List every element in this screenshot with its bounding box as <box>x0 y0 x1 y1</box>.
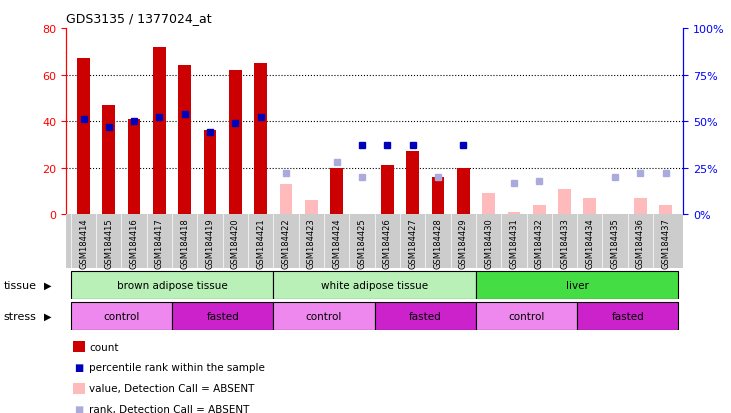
Bar <box>102 106 115 215</box>
Bar <box>273 302 375 330</box>
Bar <box>482 194 495 215</box>
Bar <box>229 71 242 215</box>
Bar <box>280 185 292 215</box>
Bar <box>457 169 469 215</box>
Bar <box>381 166 393 215</box>
Text: count: count <box>89 342 118 352</box>
Text: GSM184435: GSM184435 <box>610 217 620 268</box>
Text: GSM184425: GSM184425 <box>357 217 366 268</box>
Bar <box>583 199 596 215</box>
Bar <box>330 169 343 215</box>
Text: percentile rank within the sample: percentile rank within the sample <box>89 363 265 373</box>
Text: ■: ■ <box>75 363 84 373</box>
Bar <box>577 302 678 330</box>
Bar <box>476 302 577 330</box>
Text: GSM184418: GSM184418 <box>181 217 189 268</box>
Text: GSM184414: GSM184414 <box>79 217 88 268</box>
Bar <box>273 271 476 299</box>
Bar <box>128 119 140 215</box>
Text: GSM184426: GSM184426 <box>383 217 392 268</box>
Bar <box>476 271 678 299</box>
Text: GSM184415: GSM184415 <box>105 217 113 268</box>
Text: rank, Detection Call = ABSENT: rank, Detection Call = ABSENT <box>89 404 249 413</box>
Bar <box>77 59 90 215</box>
Text: GDS3135 / 1377024_at: GDS3135 / 1377024_at <box>66 12 211 25</box>
Text: GSM184433: GSM184433 <box>560 217 569 268</box>
Text: GSM184424: GSM184424 <box>332 217 341 268</box>
Text: value, Detection Call = ABSENT: value, Detection Call = ABSENT <box>89 383 254 393</box>
Text: control: control <box>306 311 342 321</box>
Text: GSM184423: GSM184423 <box>307 217 316 268</box>
Text: control: control <box>103 311 140 321</box>
Text: GSM184431: GSM184431 <box>510 217 518 268</box>
Text: tissue: tissue <box>4 280 37 290</box>
Text: GSM184422: GSM184422 <box>281 217 290 268</box>
Bar <box>71 271 273 299</box>
Text: GSM184428: GSM184428 <box>433 217 442 268</box>
Text: liver: liver <box>566 280 588 290</box>
Text: GSM184430: GSM184430 <box>484 217 493 268</box>
Text: GSM184416: GSM184416 <box>129 217 139 268</box>
Bar <box>533 206 545 215</box>
Bar <box>634 199 647 215</box>
Bar <box>406 152 419 215</box>
Text: white adipose tissue: white adipose tissue <box>321 280 428 290</box>
Bar <box>305 201 318 215</box>
Text: fasted: fasted <box>409 311 442 321</box>
Text: GSM184434: GSM184434 <box>586 217 594 268</box>
Text: GSM184419: GSM184419 <box>205 217 215 268</box>
Bar <box>659 206 672 215</box>
Text: GSM184427: GSM184427 <box>408 217 417 268</box>
Text: stress: stress <box>4 311 37 321</box>
Bar <box>172 302 273 330</box>
Text: ▶: ▶ <box>44 311 51 321</box>
Text: GSM184417: GSM184417 <box>155 217 164 268</box>
Bar <box>431 178 444 215</box>
Text: GSM184437: GSM184437 <box>662 217 670 268</box>
Bar <box>375 302 476 330</box>
Text: GSM184432: GSM184432 <box>534 217 544 268</box>
Bar <box>204 131 216 215</box>
Text: GSM184436: GSM184436 <box>636 217 645 268</box>
Bar <box>71 302 172 330</box>
Bar <box>254 64 267 215</box>
Text: brown adipose tissue: brown adipose tissue <box>117 280 227 290</box>
Text: fasted: fasted <box>206 311 239 321</box>
Text: fasted: fasted <box>611 311 644 321</box>
Text: ■: ■ <box>75 404 84 413</box>
Text: GSM184429: GSM184429 <box>459 217 468 268</box>
Bar <box>558 189 571 215</box>
Bar <box>178 66 191 215</box>
Text: control: control <box>508 311 545 321</box>
Bar <box>507 212 520 215</box>
Bar <box>153 47 166 215</box>
Text: ▶: ▶ <box>44 280 51 290</box>
Text: GSM184420: GSM184420 <box>231 217 240 268</box>
Text: GSM184421: GSM184421 <box>257 217 265 268</box>
